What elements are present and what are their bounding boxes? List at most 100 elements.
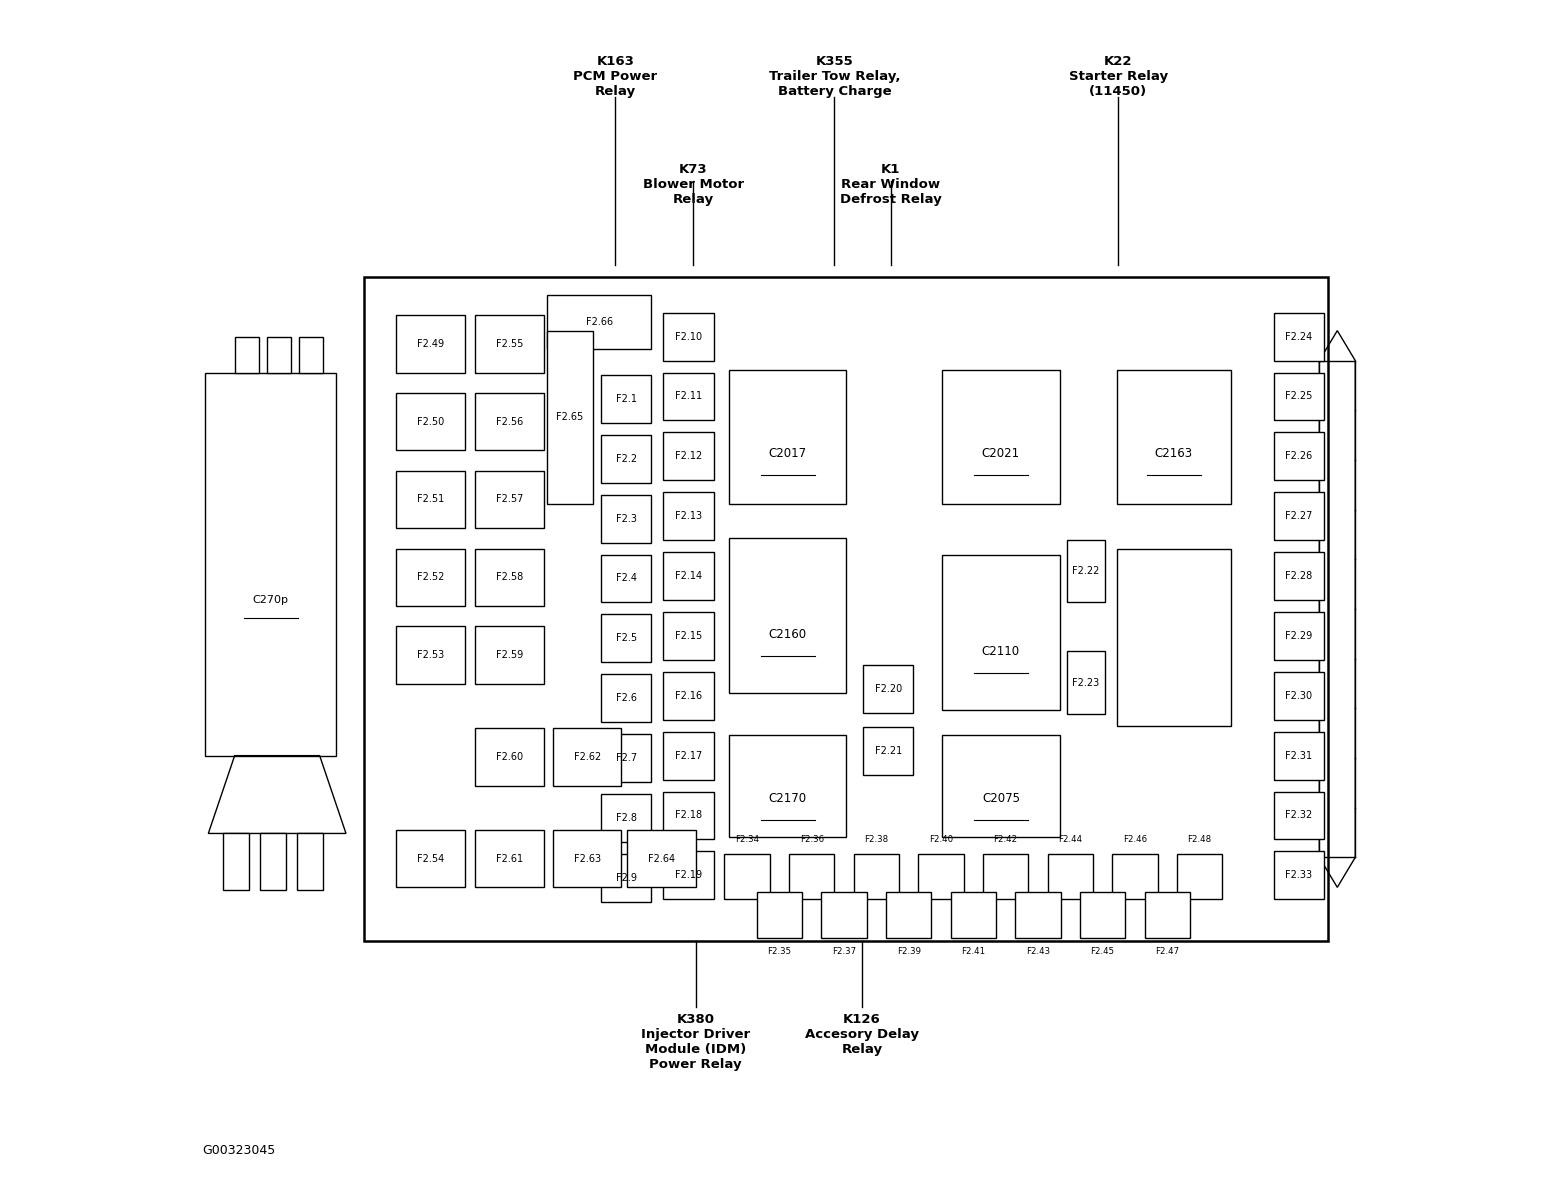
Text: C270p: C270p [253,595,289,605]
Bar [267,337,291,372]
Bar [1176,854,1223,899]
Bar [724,854,769,899]
Text: C2017: C2017 [769,446,807,460]
Bar [396,626,465,684]
Text: F2.24: F2.24 [1285,331,1313,342]
Text: F2.26: F2.26 [1285,451,1313,461]
Text: F2.40: F2.40 [929,835,953,845]
Text: F2.12: F2.12 [674,451,702,461]
Text: F2.4: F2.4 [615,574,637,583]
Text: F2.41: F2.41 [962,947,985,956]
Text: F2.3: F2.3 [615,514,637,523]
Bar [729,538,847,694]
Bar [1274,432,1324,480]
Text: F2.47: F2.47 [1155,947,1179,956]
Bar [476,830,544,887]
Bar [547,331,592,504]
Text: F2.27: F2.27 [1285,511,1313,521]
Bar [664,612,713,660]
Text: C2170: C2170 [769,792,807,805]
Text: F2.54: F2.54 [416,853,444,864]
Bar [942,554,1060,710]
Text: F2.32: F2.32 [1285,810,1313,821]
Bar [664,552,713,600]
Text: K1
Rear Window
Defrost Relay: K1 Rear Window Defrost Relay [839,163,942,206]
Bar [862,727,914,775]
Text: F2.10: F2.10 [674,331,702,342]
Text: K355
Trailer Tow Relay,
Battery Charge: K355 Trailer Tow Relay, Battery Charge [769,55,900,98]
Text: F2.9: F2.9 [615,872,637,883]
Bar [729,370,847,504]
Text: F2.42: F2.42 [993,835,1018,845]
Text: F2.2: F2.2 [615,454,637,463]
Bar [601,734,651,782]
Text: C2075: C2075 [982,792,1019,805]
Bar [396,316,465,372]
Bar [476,470,544,528]
Text: F2.52: F2.52 [416,572,444,582]
Bar [547,295,651,348]
Bar [601,854,651,901]
Bar [476,626,544,684]
Bar [1274,492,1324,540]
Text: F2.37: F2.37 [831,947,856,956]
Text: F2.25: F2.25 [1285,391,1313,402]
Bar [789,854,834,899]
Text: F2.65: F2.65 [556,413,583,422]
Bar [918,854,963,899]
Text: F2.45: F2.45 [1091,947,1114,956]
Text: K380
Injector Driver
Module (IDM)
Power Relay: K380 Injector Driver Module (IDM) Power … [642,1013,751,1072]
Bar [822,892,867,937]
Bar [476,316,544,372]
Bar [476,548,544,606]
Text: F2.38: F2.38 [864,835,889,845]
Bar [476,728,544,786]
Bar [396,548,465,606]
Text: F2.50: F2.50 [416,416,444,427]
Text: F2.48: F2.48 [1187,835,1212,845]
Text: F2.28: F2.28 [1285,571,1313,581]
Bar [664,492,713,540]
Bar [601,434,651,482]
Bar [1274,792,1324,840]
Text: F2.18: F2.18 [674,810,702,821]
Text: F2.31: F2.31 [1285,751,1313,761]
Bar [601,614,651,662]
Bar [260,834,286,889]
Text: F2.44: F2.44 [1058,835,1083,845]
Bar [300,337,323,372]
Bar [1145,892,1190,937]
Bar [664,672,713,720]
Bar [942,370,1060,504]
Bar [1066,540,1105,602]
Text: F2.35: F2.35 [768,947,791,956]
Text: F2.16: F2.16 [674,691,702,701]
Text: K73
Blower Motor
Relay: K73 Blower Motor Relay [643,163,744,206]
Text: F2.6: F2.6 [615,694,637,703]
Bar [396,830,465,887]
Bar [942,736,1060,838]
Text: K163
PCM Power
Relay: K163 PCM Power Relay [573,55,657,98]
Bar [297,834,323,889]
Bar [553,830,622,887]
Text: C2021: C2021 [982,446,1019,460]
Bar [664,432,713,480]
Text: F2.64: F2.64 [648,853,674,864]
Text: F2.66: F2.66 [586,317,612,326]
Text: F2.39: F2.39 [897,947,920,956]
Text: F2.56: F2.56 [496,416,524,427]
Bar [476,392,544,450]
Text: F2.8: F2.8 [615,812,637,823]
Text: F2.22: F2.22 [1072,566,1100,576]
Bar [664,852,713,899]
Text: F2.14: F2.14 [674,571,702,581]
Bar [886,892,931,937]
Bar [1080,892,1125,937]
Text: F2.29: F2.29 [1285,631,1313,641]
Text: F2.34: F2.34 [735,835,760,845]
Bar [664,732,713,780]
Bar [601,674,651,722]
Bar [1113,854,1158,899]
Bar [396,470,465,528]
Text: F2.13: F2.13 [674,511,702,521]
